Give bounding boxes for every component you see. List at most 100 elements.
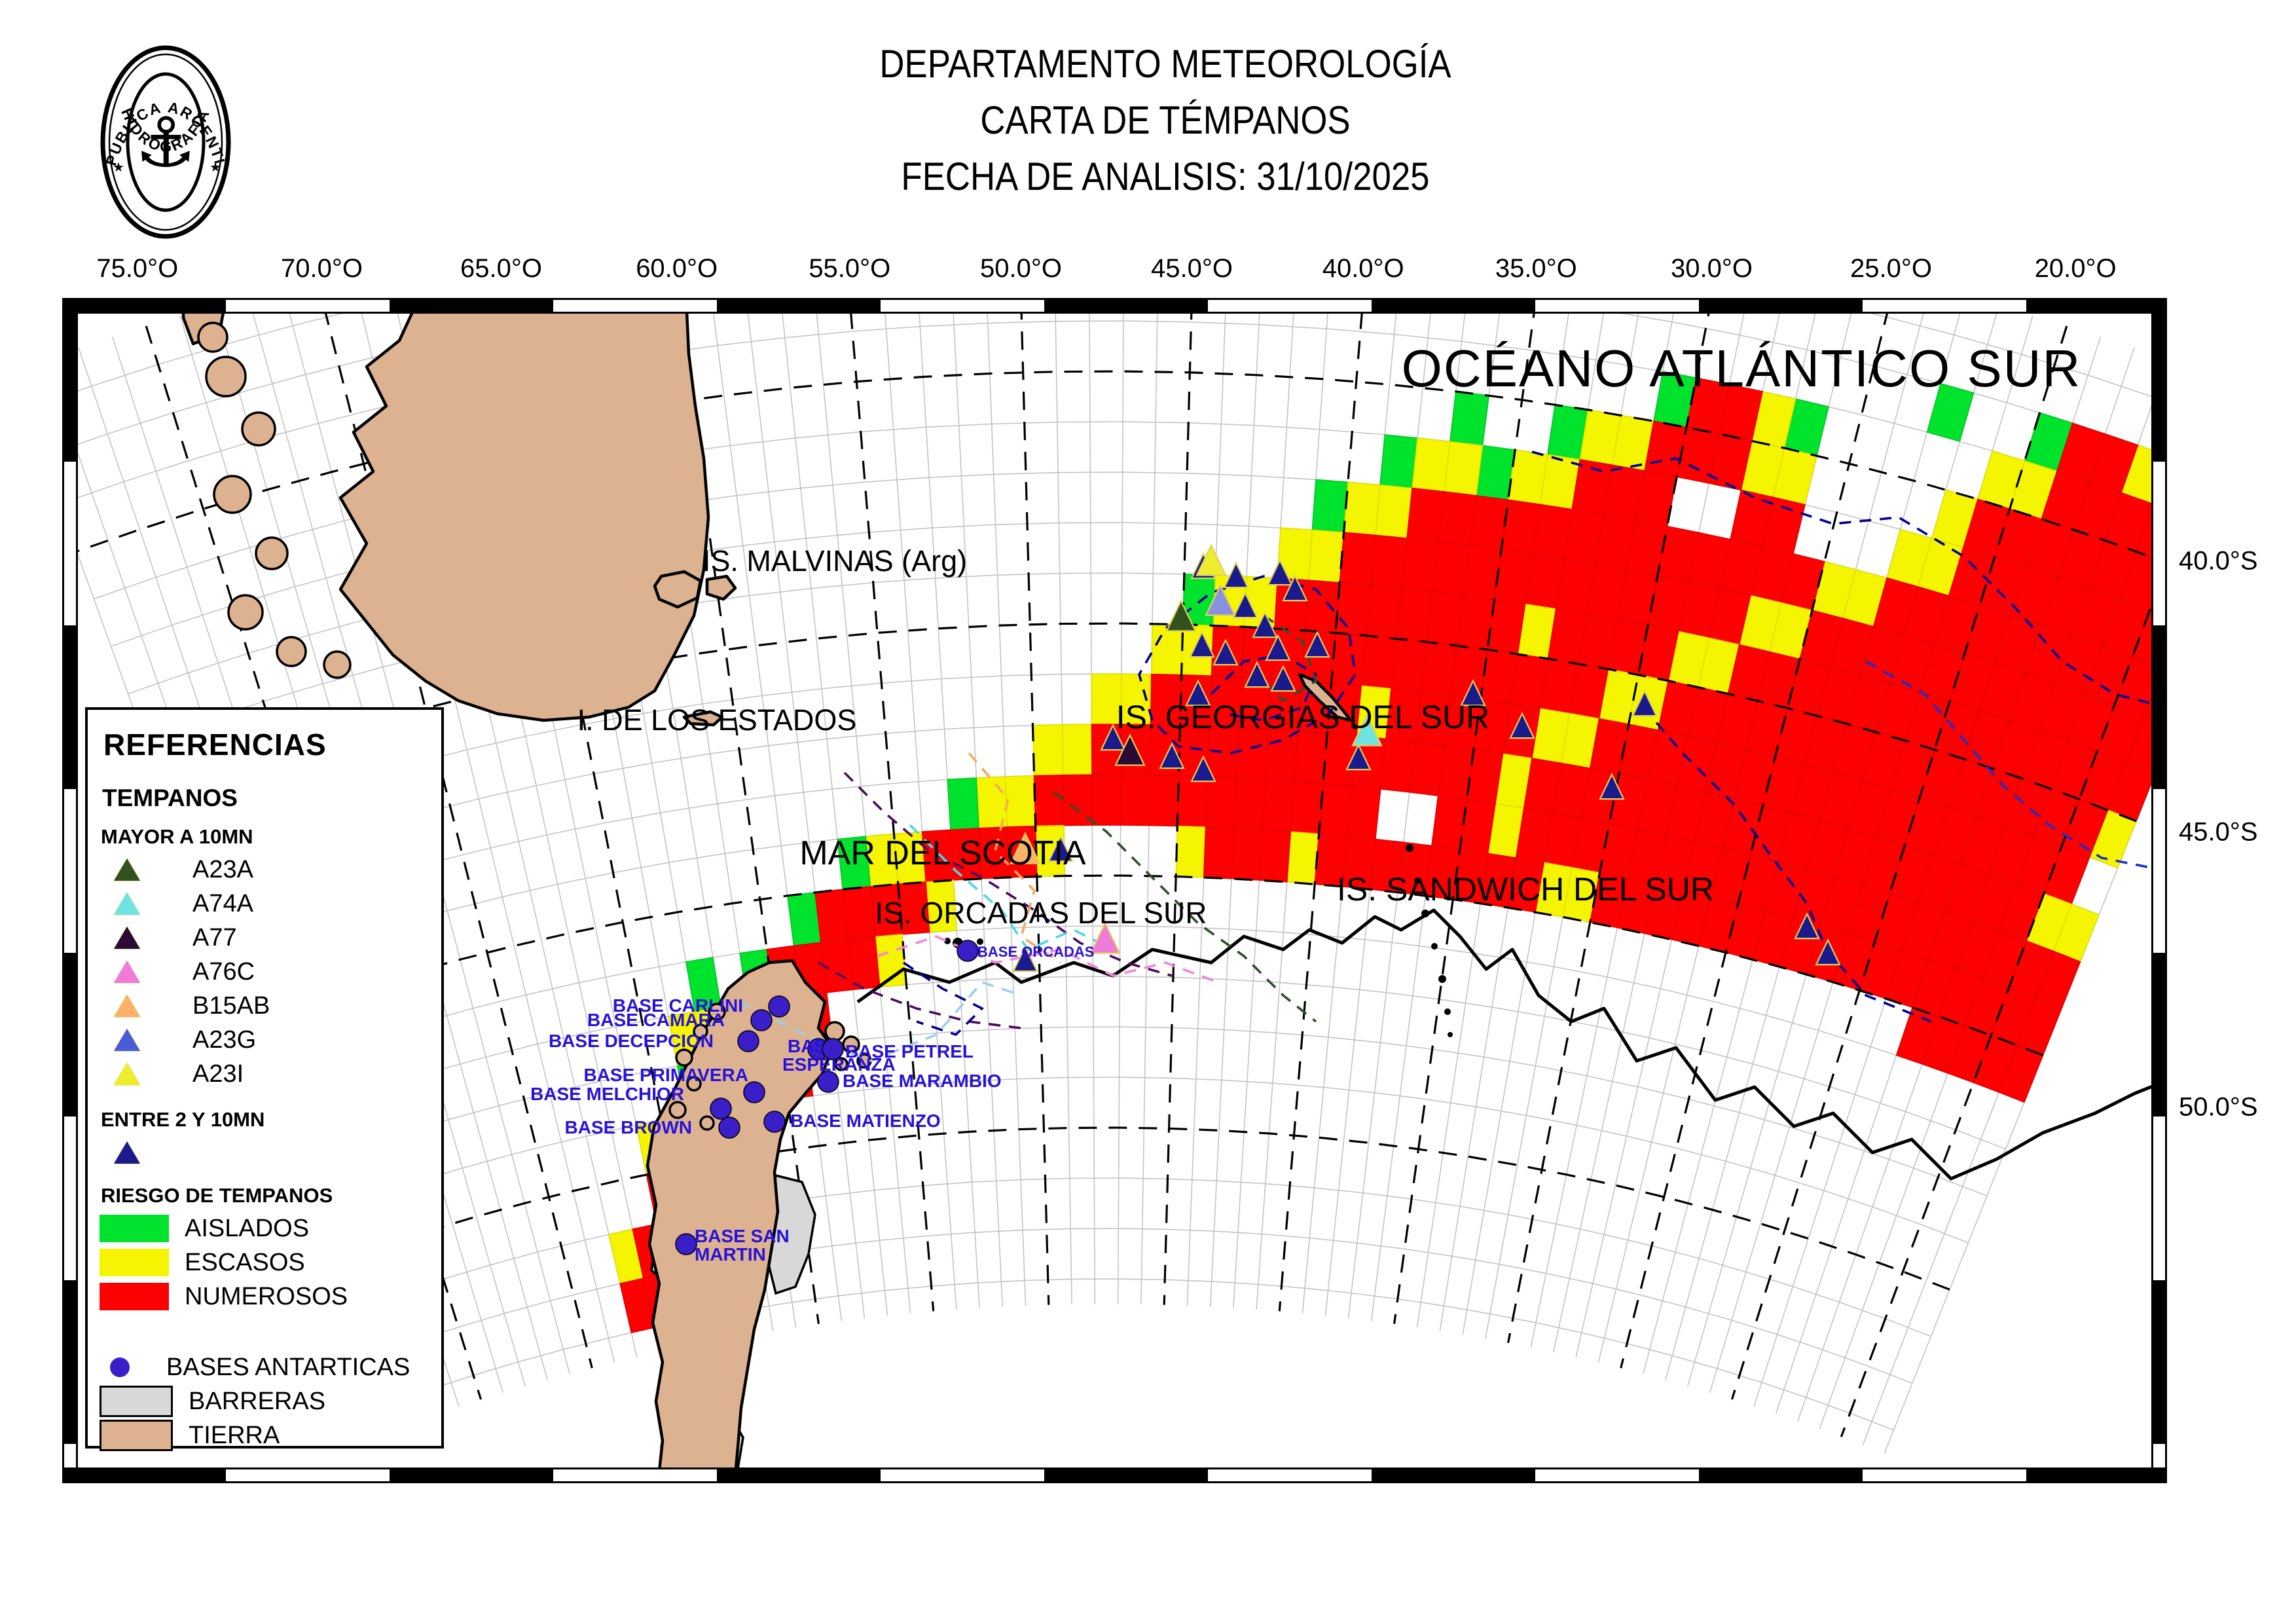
base-dot[interactable] (817, 1071, 839, 1093)
legend-risk-row: ESCASOS (100, 1246, 441, 1280)
risk-cell-r (1420, 641, 1458, 697)
iceberg-triangle-icon (114, 961, 140, 983)
named-icebergs-list: A23A A74A A77 A76C B15AB A23G A23I (88, 853, 441, 1091)
risk-cell-r (1290, 781, 1324, 835)
base-dot[interactable] (743, 1081, 765, 1103)
drift-track (818, 961, 1022, 1029)
legend-title: REFERENCIAS (103, 728, 327, 762)
iceberg-marker (1212, 638, 1239, 666)
iceberg-triangle-icon (114, 1141, 140, 1164)
neatline-left (62, 298, 78, 1483)
drift-track (739, 980, 1022, 1062)
risk-cell-y (1343, 481, 1381, 536)
iceberg-marker (1223, 561, 1249, 589)
drift-track (909, 824, 1114, 951)
legend-iceberg-row-A23G: A23G (114, 1023, 441, 1057)
risk-cell-r (1432, 541, 1470, 597)
base-label: BASE MELCHIOR (530, 1084, 684, 1104)
base-dot[interactable] (710, 1098, 732, 1120)
base-dot[interactable] (763, 1111, 786, 1133)
island (213, 475, 252, 514)
iceberg-marker (1631, 690, 1658, 717)
iceberg-marker (1345, 743, 1372, 771)
base-label: BASE PETREL (845, 1041, 974, 1061)
island (675, 1048, 693, 1067)
risk-cell-y (1175, 825, 1207, 878)
chart-name: CARTA DE TÉMPANOS (980, 98, 1351, 142)
bases-label: BASES ANTARTICAS (166, 1353, 410, 1381)
risk-cell-r (1391, 638, 1428, 693)
risk-cell-r (1339, 532, 1376, 586)
drift-track (968, 752, 1061, 964)
risk-cell-r (1335, 581, 1372, 637)
drift-track (1531, 451, 2167, 709)
hydrography-seal-logo: REPUBLICA ARGENTINA HIDROGRAFIA ⚓ ★ ★ (97, 41, 231, 239)
iceberg-triangle-icon (114, 893, 140, 915)
base-label: BASE DECEPCION (549, 1031, 714, 1051)
risk-cell-r (1294, 730, 1328, 784)
base-dot-icon (110, 1357, 130, 1377)
risk-cell-r (1396, 587, 1434, 643)
iceberg-marker (1244, 661, 1270, 688)
island (255, 536, 289, 570)
iceberg-triangle-icon (114, 1029, 140, 1051)
risk-cell-g (1379, 434, 1418, 489)
star-icon-right: ★ (210, 160, 221, 175)
islet (1438, 975, 1446, 983)
lon-label-70: 70.0°O (281, 254, 363, 283)
base-dot[interactable] (750, 1009, 773, 1031)
risk-cell-r (1318, 783, 1353, 837)
legend-group-riesgo: RIESGO DE TEMPANOS (101, 1184, 333, 1207)
risk-cell-y (1061, 724, 1093, 776)
drift-track (1256, 614, 1318, 703)
base-label: BASE CAMARA (587, 1010, 725, 1030)
neatline-right (2151, 298, 2167, 1483)
iceberg-marker-A23G (1205, 583, 1236, 616)
risk-cell-r (1205, 776, 1237, 829)
risk-label: ESCASOS (185, 1248, 305, 1276)
lat-label-45: 45.0°S (2179, 817, 2258, 847)
tierra-legend-row: TIERRA (100, 1418, 441, 1452)
base-dot[interactable] (768, 995, 790, 1018)
risk-label: AISLADOS (185, 1214, 310, 1242)
lon-label-65: 65.0°O (460, 254, 542, 283)
iceberg-marker (1012, 945, 1038, 972)
base-dot[interactable] (675, 1233, 697, 1255)
base-label: BASE BROWN (565, 1117, 692, 1137)
risk-cell-r (1346, 785, 1381, 840)
iceberg-marker-A77 (1114, 733, 1146, 766)
islet (1431, 943, 1438, 950)
bases-legend-row: BASES ANTARTICAS (88, 1350, 441, 1384)
risk-cell-g (947, 777, 979, 830)
barreras-legend-row: BARRERAS (100, 1384, 441, 1418)
base-dot[interactable] (957, 940, 979, 962)
anchor-icon: ⚓ (135, 105, 196, 181)
lon-label-35: 35.0°O (1495, 254, 1577, 283)
legend-risk-row: NUMEROSOS (100, 1280, 441, 1314)
risk-cell-g (1449, 391, 1490, 447)
islet (1421, 910, 1429, 917)
base-dot[interactable] (822, 1038, 844, 1060)
place-label: I. DE LOS ESTADOS (577, 703, 857, 737)
lat-label-50: 50.0°S (2179, 1092, 2258, 1122)
place-label: MAR DEL SCOTIA (799, 834, 1086, 872)
land (338, 298, 710, 722)
legend-iceberg-row-B15AB: B15AB (114, 989, 441, 1023)
iceberg-marker (1599, 773, 1625, 800)
lon-label-25: 25.0°O (1850, 254, 1932, 283)
base-dot[interactable] (737, 1030, 759, 1052)
risk-cell-y (1375, 484, 1413, 539)
iceberg-id: A77 (192, 923, 237, 951)
base-dot[interactable] (718, 1116, 740, 1139)
drift-track (1642, 706, 1932, 1023)
barreras-swatch (100, 1386, 173, 1417)
iceberg-marker-A23A (1165, 599, 1197, 632)
island (241, 411, 276, 447)
iceberg-id: A74A (192, 889, 253, 917)
risk-cell-r (1265, 728, 1299, 782)
island (276, 636, 307, 667)
risk-label: NUMEROSOS (185, 1282, 348, 1310)
